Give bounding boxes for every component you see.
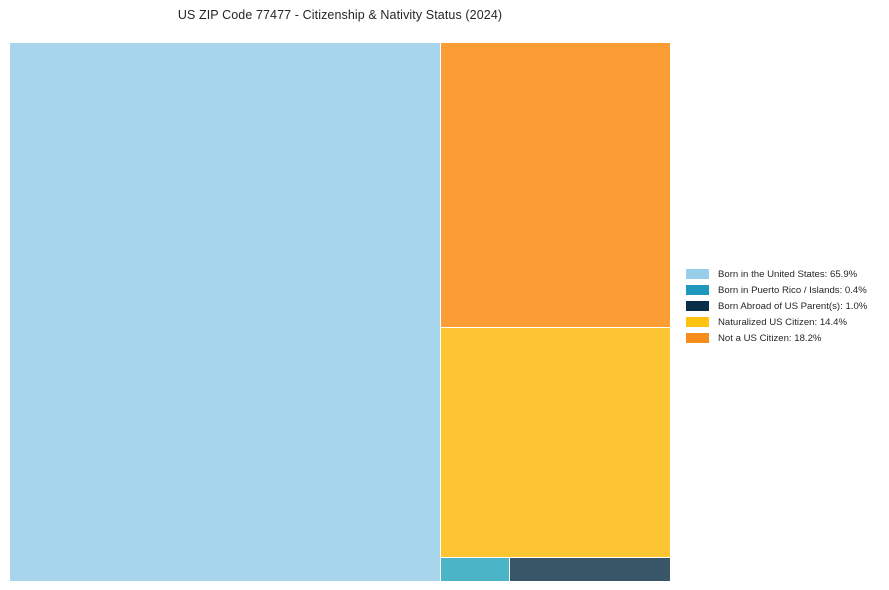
chart-legend: Born in the United States: 65.9% Born in … xyxy=(686,266,882,346)
treemap-tile[interactable] xyxy=(10,43,440,581)
legend-item-label: Naturalized US Citizen: 14.4% xyxy=(718,316,848,328)
legend-item[interactable]: Naturalized US Citizen: 14.4% xyxy=(686,314,882,330)
legend-item-label: Born in Puerto Rico / Islands: 0.4% xyxy=(718,284,867,296)
legend-swatch-icon xyxy=(686,301,709,311)
treemap-tile[interactable] xyxy=(441,558,509,581)
page-title: US ZIP Code 77477 - Citizenship & Nativi… xyxy=(177,8,503,22)
legend-swatch-icon xyxy=(686,269,709,279)
legend-swatch-icon xyxy=(686,317,709,327)
legend-swatch-icon xyxy=(686,333,709,343)
legend-item-label: Born Abroad of US Parent(s): 1.0% xyxy=(718,300,868,312)
treemap-plot-area xyxy=(10,43,670,581)
treemap-tile[interactable] xyxy=(510,558,670,581)
treemap-tile[interactable] xyxy=(441,328,670,557)
treemap-tile[interactable] xyxy=(441,43,670,327)
legend-swatch-icon xyxy=(686,285,709,295)
legend-item[interactable]: Not a US Citizen: 18.2% xyxy=(686,330,882,346)
legend-item[interactable]: Born in Puerto Rico / Islands: 0.4% xyxy=(686,282,882,298)
legend-item-label: Born in the United States: 65.9% xyxy=(718,268,858,280)
legend-item[interactable]: Born Abroad of US Parent(s): 1.0% xyxy=(686,298,882,314)
legend-item-label: Not a US Citizen: 18.2% xyxy=(718,332,822,344)
legend-item[interactable]: Born in the United States: 65.9% xyxy=(686,266,882,282)
